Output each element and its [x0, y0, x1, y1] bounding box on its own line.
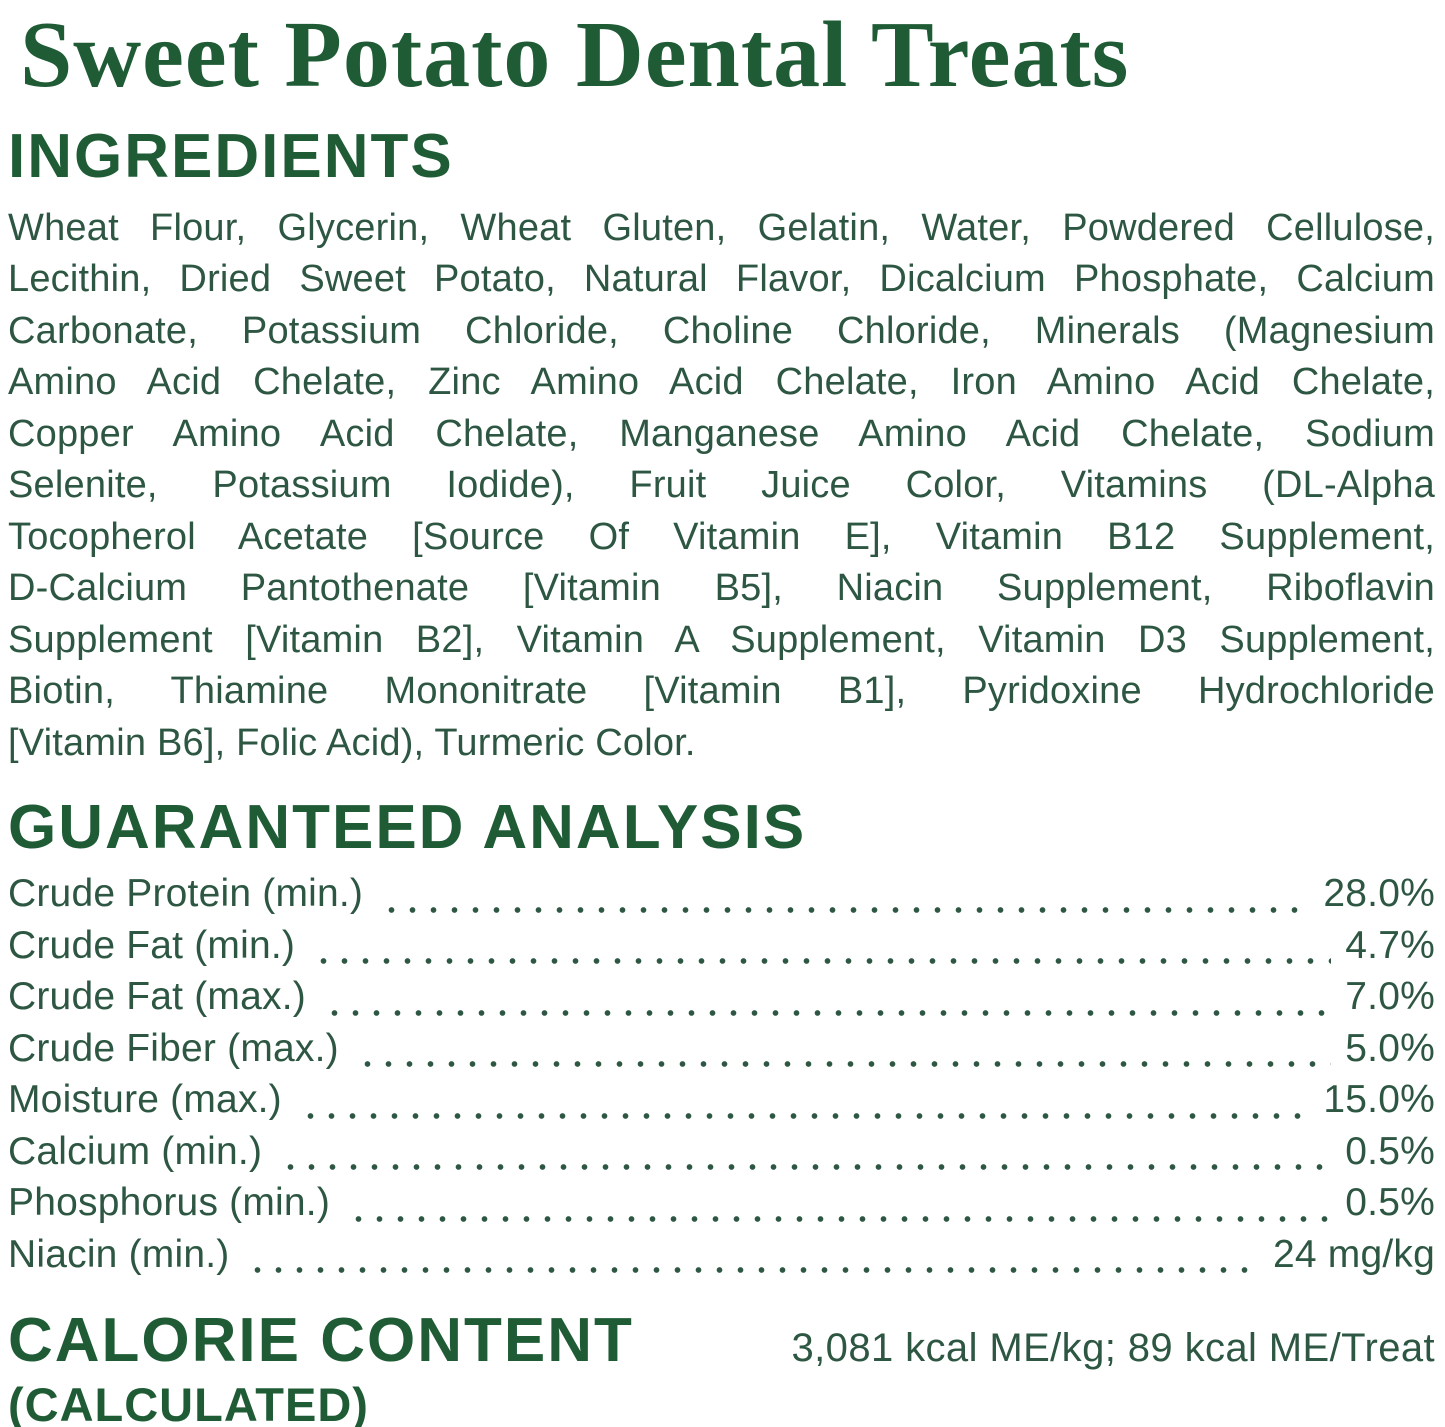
page-title: Sweet Potato Dental Treats [20, 3, 1130, 107]
ingredients-paragraph: Wheat Flour, Glycerin, Wheat Gluten, Gel… [8, 203, 1435, 770]
calorie-headings: CALORIE CONTENT (CALCULATED) [8, 1306, 634, 1427]
calorie-calculated-subheading: (CALCULATED) [8, 1378, 369, 1427]
analysis-value: 15.0% [1323, 1078, 1435, 1122]
guaranteed-analysis-table: Crude Protein (min.) 28.0% Crude Fat (mi… [8, 872, 1435, 1285]
ingredients-line: [Vitamin B6], Folic Acid), Turmeric Colo… [8, 721, 696, 764]
dot-leader [356, 1026, 1332, 1079]
ingredients-line: Biotin, Thiamine Mononitrate [Vitamin B1… [8, 670, 1435, 713]
analysis-label: Calcium (min.) [8, 1129, 263, 1173]
analysis-value: 7.0% [1345, 975, 1435, 1019]
analysis-value: 5.0% [1345, 1026, 1435, 1070]
ingredients-line: Supplement [Vitamin B2], Vitamin A Suppl… [8, 618, 1435, 661]
ingredients-heading: INGREDIENTS [8, 122, 454, 191]
ingredients-line: Tocopherol Acetate [Source Of Vitamin E]… [8, 515, 1435, 558]
analysis-label: Niacin (min.) [8, 1232, 230, 1276]
ingredients-line: Carbonate, Potassium Chloride, Choline C… [8, 309, 1435, 352]
table-row: Crude Protein (min.) 28.0% [8, 872, 1435, 924]
guaranteed-analysis-heading: GUARANTEED ANALYSIS [8, 793, 807, 863]
analysis-label: Crude Fat (max.) [8, 975, 306, 1019]
table-row: Moisture (max.) 15.0% [8, 1078, 1435, 1130]
analysis-value: 0.5% [1345, 1181, 1435, 1225]
ingredients-line: Selenite, Potassium Iodide), Fruit Juice… [8, 464, 1435, 507]
ingredients-line: D-Calcium Pantothenate [Vitamin B5], Nia… [8, 567, 1435, 610]
dot-leader [247, 1232, 1259, 1285]
calorie-content-heading: CALORIE CONTENT [8, 1306, 634, 1376]
ingredients-section: INGREDIENTS Wheat Flour, Glycerin, Wheat… [8, 122, 1435, 770]
analysis-label: Crude Fiber (max.) [8, 1026, 339, 1070]
ingredients-line: Copper Amino Acid Chelate, Manganese Ami… [8, 412, 1435, 455]
analysis-label: Crude Fat (min.) [8, 923, 296, 967]
table-row: Crude Fat (min.) 4.7% [8, 923, 1435, 976]
dot-leader [280, 1129, 1332, 1182]
analysis-value: 28.0% [1323, 872, 1435, 916]
calorie-value: 3,081 kcal ME/kg; 89 kcal ME/Treat [791, 1326, 1435, 1371]
table-row: Niacin (min.) 24 mg/kg [8, 1232, 1435, 1285]
ingredients-line: Wheat Flour, Glycerin, Wheat Gluten, Gel… [8, 206, 1435, 249]
dot-leader [313, 923, 1332, 976]
ingredients-line: Amino Acid Chelate, Zinc Amino Acid Chel… [8, 361, 1435, 404]
analysis-label: Moisture (max.) [8, 1078, 282, 1122]
analysis-label: Crude Protein (min.) [8, 872, 364, 916]
dot-leader [348, 1181, 1332, 1233]
table-row: Phosphorus (min.) 0.5% [8, 1181, 1435, 1233]
calorie-content-section: CALORIE CONTENT (CALCULATED) 3,081 kcal … [8, 1306, 1435, 1427]
table-row: Crude Fiber (max.) 5.0% [8, 1026, 1435, 1079]
analysis-value: 0.5% [1345, 1129, 1435, 1173]
guaranteed-analysis-section: GUARANTEED ANALYSIS Crude Protein (min.)… [8, 793, 1435, 1285]
table-row: Calcium (min.) 0.5% [8, 1129, 1435, 1182]
dot-leader [299, 1078, 1310, 1130]
analysis-label: Phosphorus (min.) [8, 1181, 331, 1225]
analysis-value: 24 mg/kg [1272, 1232, 1435, 1276]
dot-leader [381, 872, 1310, 924]
analysis-value: 4.7% [1345, 923, 1435, 967]
ingredients-line: Lecithin, Dried Sweet Potato, Natural Fl… [8, 258, 1435, 301]
dot-leader [323, 975, 1332, 1027]
table-row: Crude Fat (max.) 7.0% [8, 975, 1435, 1027]
